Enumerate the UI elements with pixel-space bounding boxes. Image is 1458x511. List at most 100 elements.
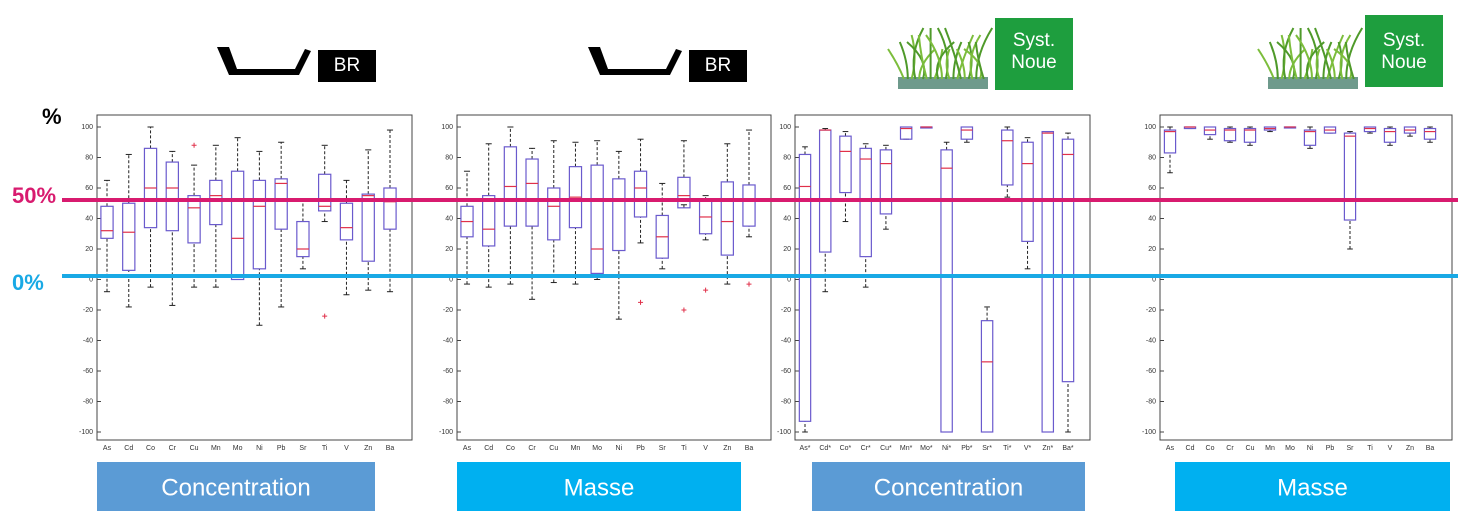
grass-blade [1257,48,1275,80]
box [633,170,648,218]
box [317,173,332,212]
y-tick-label: -40 [781,337,791,344]
grass-blade [974,41,985,80]
x-tick-label: Cu* [880,445,892,452]
box [940,149,953,433]
x-tick-label: Ni [616,445,623,452]
x-tick-label: Ni* [942,445,952,452]
y-tick-label: 20 [445,246,453,253]
grass-blade [956,34,975,80]
badge-text: Syst. [1383,30,1425,51]
badge-box [318,50,376,82]
box [187,195,201,244]
cart-icon [217,47,311,75]
outlier [191,142,197,148]
grass-blade [945,48,951,80]
y-tick-label: 40 [783,215,791,222]
grass-blade [969,34,982,80]
y-tick-label: -20 [1146,307,1156,314]
grass-blade [944,27,962,80]
y-tick-label: -40 [1146,337,1156,344]
box [296,220,310,258]
y-tick-label: 80 [1148,154,1156,161]
grass-blade [1315,48,1321,80]
outlier [322,313,328,319]
y-tick-label: 0 [89,276,93,283]
x-tick-label: Pb [636,445,645,452]
x-tick-label: Zn [723,445,731,452]
grass-blade [1339,34,1352,80]
grass-blade [1295,34,1313,80]
badge-box [995,18,1073,90]
y-tick-label: 0 [1152,276,1156,283]
y-tick-label: -80 [443,398,453,405]
y-tick-label: -60 [83,368,93,375]
box [1021,141,1034,242]
x-tick-label: Sr* [982,445,992,452]
caption-box [97,462,375,511]
box [1303,129,1317,146]
y-tick-label: 80 [783,154,791,161]
outlier [703,287,709,293]
box [960,126,974,140]
box [100,205,114,239]
grass-blade [1325,48,1336,80]
box [1343,132,1357,221]
y-tick-label: 60 [85,185,93,192]
box [879,149,893,215]
x-tick-label: Ba [386,445,395,452]
box [720,181,734,256]
x-tick-label: Pb* [961,445,973,452]
x-tick-label: Mn* [900,445,913,452]
x-tick-label: Sr [1347,445,1355,452]
box [590,164,604,275]
badge-text: BR [334,55,360,76]
badge-text: Noue [1381,52,1426,73]
grass-icon [1257,27,1364,89]
x-tick-label: Co* [840,445,852,452]
y-tick-label: -60 [1146,368,1156,375]
x-tick-label: Co [1206,445,1215,452]
x-tick-label: V* [1024,445,1032,452]
y-tick-label: -20 [781,307,791,314]
grass-blade [975,27,994,80]
x-tick-label: Mo* [920,445,933,452]
grass-blade [1345,27,1364,80]
box [1243,127,1257,143]
box [1363,126,1377,133]
reference-label: 0% [12,270,44,295]
y-tick-label: 60 [445,185,453,192]
grass-blade [1306,27,1319,80]
x-tick-label: Cd [124,445,133,452]
box [1163,129,1177,154]
grass-blade [1326,34,1345,80]
box [1383,127,1397,143]
caption-box [812,462,1085,511]
y-tick-label: -20 [83,307,93,314]
y-tick-label: -100 [439,429,453,436]
y-tick-label: 80 [85,154,93,161]
caption: Masse [564,474,635,501]
x-tick-label: V [344,445,349,452]
cart-icon [588,47,682,75]
box [482,195,496,247]
x-tick-label: Mo [592,445,602,452]
x-tick-label: Pb [277,445,286,452]
badge-text: Noue [1011,52,1056,73]
y-tick-label: 20 [783,246,791,253]
outlier [681,307,687,313]
y-tick-label: 20 [85,246,93,253]
box [383,187,397,230]
x-tick-label: Cd [484,445,493,452]
y-tick-label: -100 [1142,429,1156,436]
box [677,176,691,209]
x-tick-label: Mn [571,445,581,452]
x-tick-label: Mo [233,445,243,452]
grass-base [1268,77,1358,89]
x-tick-label: Ti [681,445,687,452]
axis-unit: % [42,104,62,129]
grass-blade [1268,41,1279,80]
box [274,178,288,230]
box [839,135,852,194]
